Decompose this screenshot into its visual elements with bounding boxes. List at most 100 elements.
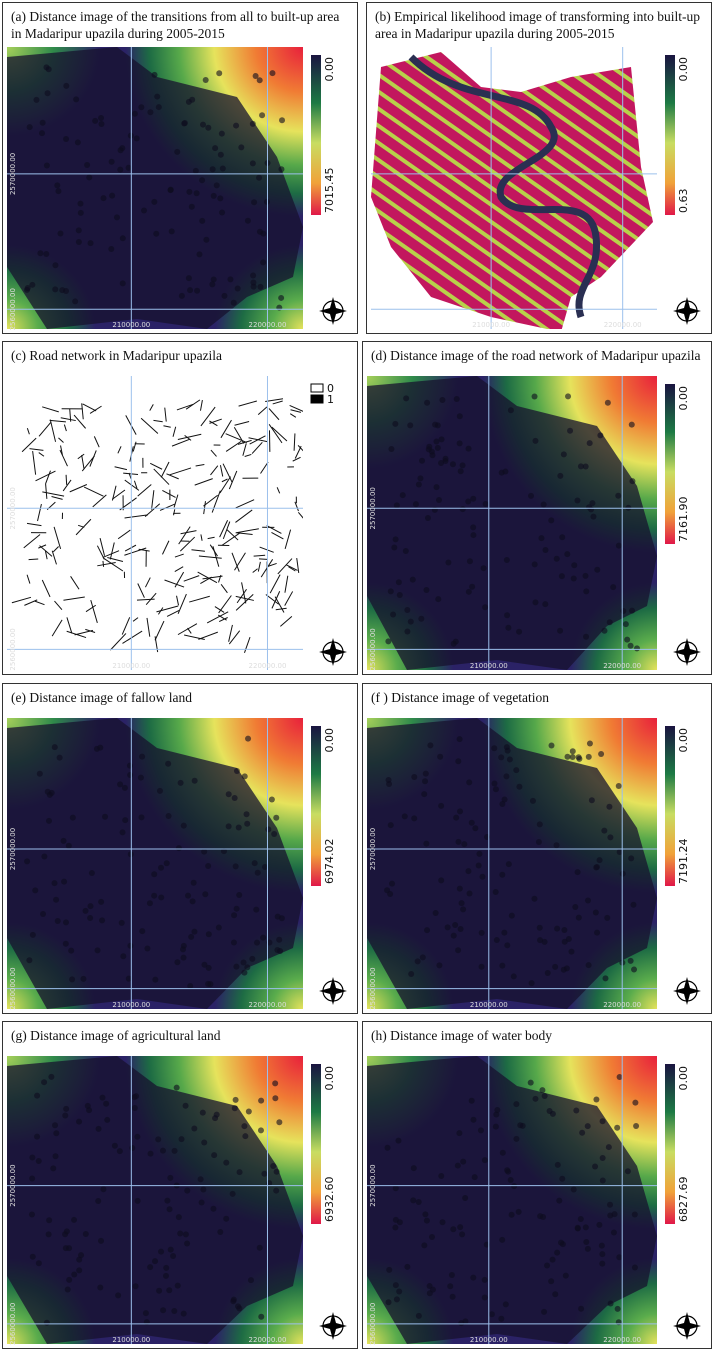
- figure: (a) Distance image of the transitions fr…: [0, 0, 714, 1351]
- texture: [516, 629, 522, 635]
- texture: [571, 562, 577, 568]
- texture: [46, 66, 52, 72]
- texture: [118, 147, 124, 153]
- texture: [586, 754, 592, 760]
- texture: [85, 1103, 91, 1109]
- texture: [242, 773, 248, 779]
- legend-bar: [665, 384, 675, 544]
- texture: [470, 496, 476, 502]
- texture: [545, 970, 551, 976]
- texture: [483, 501, 489, 507]
- legend-label: 0.00: [323, 728, 336, 753]
- texture: [191, 880, 197, 886]
- texture: [244, 811, 250, 817]
- texture: [279, 915, 285, 921]
- texture: [115, 1292, 121, 1298]
- texture: [438, 460, 444, 466]
- texture: [451, 641, 457, 647]
- texture: [231, 912, 237, 918]
- texture: [476, 851, 482, 857]
- texture: [460, 906, 466, 912]
- texture: [167, 1206, 173, 1212]
- texture: [272, 1095, 278, 1101]
- texture: [590, 514, 596, 520]
- texture: [211, 193, 217, 199]
- texture: [457, 736, 463, 742]
- y-coord: 2560000.00: [369, 967, 377, 1009]
- texture: [80, 976, 86, 982]
- x-coord: 210000.00: [112, 662, 150, 670]
- texture: [216, 925, 222, 931]
- texture: [250, 272, 256, 278]
- texture: [61, 879, 67, 885]
- legend-bar: [665, 55, 675, 215]
- texture: [460, 506, 466, 512]
- texture: [192, 778, 198, 784]
- texture: [139, 814, 145, 820]
- texture: [503, 1301, 509, 1307]
- texture: [206, 965, 212, 971]
- texture: [532, 438, 538, 444]
- texture: [34, 1134, 40, 1140]
- texture: [628, 643, 634, 649]
- y-coord: 2560000.00: [369, 1303, 377, 1345]
- texture: [212, 145, 218, 151]
- texture: [272, 1080, 278, 1086]
- texture: [408, 619, 414, 625]
- texture: [408, 971, 414, 977]
- texture: [196, 251, 202, 257]
- texture: [388, 822, 394, 828]
- texture: [55, 918, 61, 924]
- texture: [455, 839, 461, 845]
- texture: [251, 199, 257, 205]
- texture: [597, 432, 603, 438]
- texture: [184, 1188, 190, 1194]
- texture: [424, 927, 430, 933]
- texture: [476, 863, 482, 869]
- texture: [152, 1258, 158, 1264]
- texture: [575, 869, 581, 875]
- texture: [53, 1130, 59, 1136]
- texture: [582, 573, 588, 579]
- texture: [226, 791, 232, 797]
- texture: [433, 439, 439, 445]
- map: 210000.00220000.002570000.002560000.000.…: [3, 47, 357, 333]
- y-coord: 2570000.00: [369, 1164, 377, 1206]
- north-arrow: [673, 977, 701, 1005]
- texture: [451, 933, 457, 939]
- texture: [554, 842, 560, 848]
- texture: [233, 964, 239, 970]
- texture: [234, 906, 240, 912]
- texture: [411, 774, 417, 780]
- texture: [84, 162, 90, 168]
- texture: [393, 536, 399, 542]
- texture: [219, 131, 225, 137]
- texture: [432, 422, 438, 428]
- caption: (b) Empirical likelihood image of transf…: [375, 8, 703, 42]
- texture: [52, 880, 58, 886]
- texture: [631, 966, 637, 972]
- texture: [269, 70, 275, 76]
- texture: [129, 1145, 135, 1151]
- texture: [506, 861, 512, 867]
- texture: [586, 962, 592, 968]
- texture: [606, 804, 612, 810]
- texture: [57, 230, 63, 236]
- x-coord: 210000.00: [470, 662, 508, 670]
- legend-label: 6827.69: [677, 1177, 690, 1223]
- texture: [623, 621, 629, 627]
- texture: [407, 422, 413, 428]
- texture: [152, 977, 158, 983]
- texture: [157, 788, 163, 794]
- texture: [424, 1218, 430, 1224]
- texture: [598, 751, 604, 757]
- texture: [445, 559, 451, 565]
- texture: [133, 1283, 139, 1289]
- x-coord: 210000.00: [470, 1001, 508, 1009]
- texture: [445, 924, 451, 930]
- x-coord: 210000.00: [472, 321, 510, 329]
- texture: [564, 551, 570, 557]
- texture: [436, 962, 442, 968]
- texture: [155, 1136, 161, 1142]
- texture: [479, 964, 485, 970]
